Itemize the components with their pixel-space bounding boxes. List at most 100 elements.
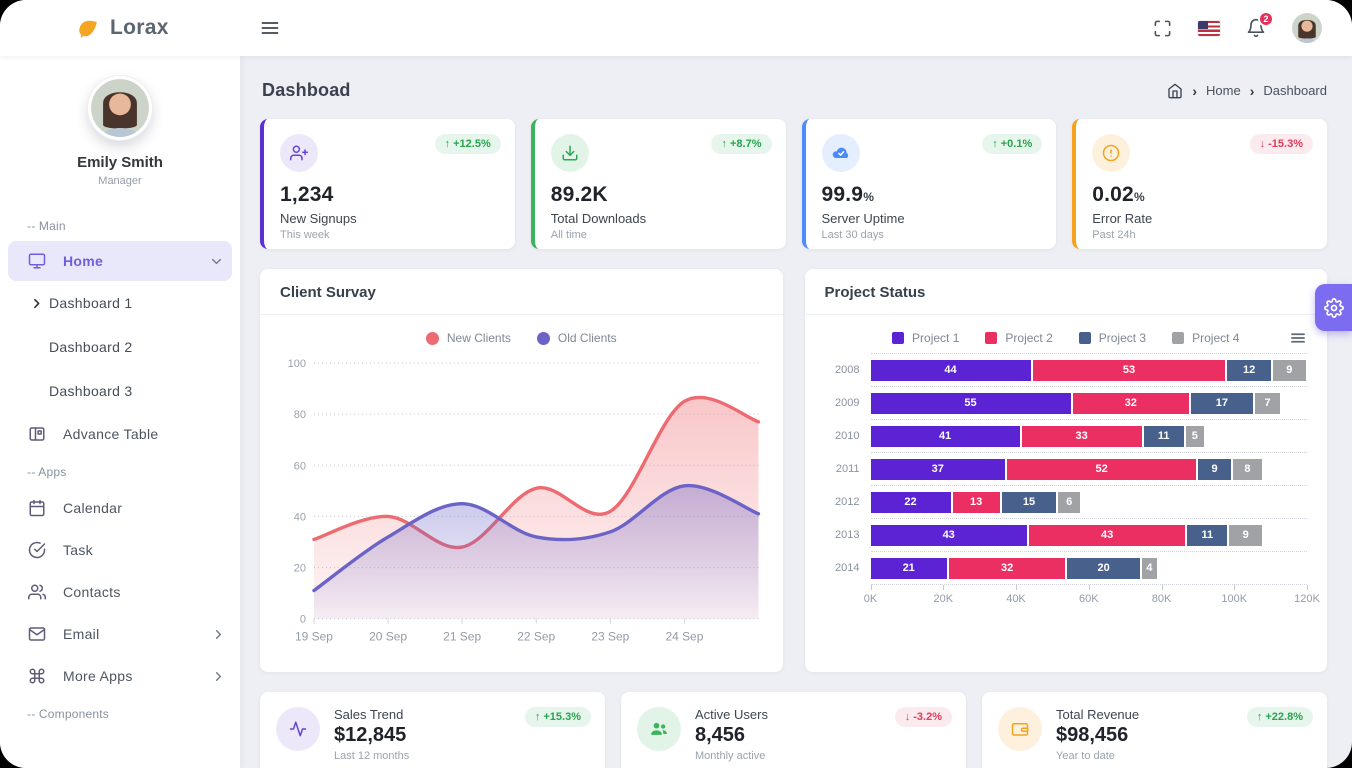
kpi-value: $12,845 <box>334 723 407 746</box>
sidebar-item-label: Task <box>63 542 93 558</box>
sidebar-item-task[interactable]: Task <box>0 529 240 571</box>
bar-segment[interactable]: 53 <box>1032 359 1226 381</box>
bar-segment[interactable]: 11 <box>1143 425 1184 447</box>
profile-avatar[interactable] <box>88 76 152 140</box>
kpi-delta-badge: ↑ +22.8% <box>1246 706 1313 727</box>
breadcrumb-home[interactable]: Home <box>1206 83 1241 98</box>
bar-segment[interactable]: 9 <box>1273 359 1306 381</box>
notifications-button[interactable]: 2 <box>1246 11 1274 38</box>
stat-sublabel: This week <box>280 229 330 241</box>
settings-fab-button[interactable] <box>1315 284 1352 331</box>
stat-label: New Signups <box>280 211 357 226</box>
brand-name: Lorax <box>110 16 169 39</box>
stat-delta-badge: ↑ +8.7% <box>711 134 772 154</box>
active-arrow-icon <box>30 297 49 310</box>
bar-segment[interactable]: 52 <box>1007 458 1197 480</box>
client-survey-chart[interactable]: 0 20 40 60 80 100 19 Sep 20 Sep 21 Sep 22 Sep 23 S… <box>280 353 763 658</box>
client-survey-legend: New Clients Old Clients <box>280 331 763 345</box>
sidebar-item-advance-table[interactable]: Advance Table <box>0 413 240 455</box>
bar-row-label: 2014 <box>835 561 860 574</box>
language-flag-button[interactable] <box>1198 20 1220 36</box>
project-status-chart[interactable]: 2008 44 53 12 9 2009 55 32 17 7 2010 41 33 11 5 2011 37 5… <box>825 353 1307 584</box>
bar-row-label: 2013 <box>835 528 860 541</box>
kpi-card-active-users: Active Users 8,456 Monthly active ↓ -3.2% <box>621 691 966 768</box>
bar-segment[interactable]: 37 <box>870 458 1006 480</box>
stat-delta-badge: ↓ -15.3% <box>1249 134 1313 154</box>
bar-segment[interactable]: 33 <box>1021 425 1142 447</box>
sidebar-subitem-dashboard-3[interactable]: Dashboard 3 <box>0 369 240 413</box>
legend-square <box>1078 332 1091 344</box>
notification-count-badge: 2 <box>1258 11 1274 27</box>
bar-row-2010: 2010 41 33 11 5 <box>825 419 1307 452</box>
bar-segment[interactable]: 12 <box>1227 359 1271 381</box>
leaf-logo-icon <box>74 15 100 41</box>
legend-label: Old Clients <box>557 331 617 345</box>
bar-segment[interactable]: 22 <box>870 491 951 513</box>
stat-label: Total Downloads <box>550 211 647 226</box>
bar-segment[interactable]: 43 <box>870 524 1027 546</box>
bar-segment[interactable]: 6 <box>1058 491 1081 513</box>
legend-item[interactable]: Project 1 <box>892 331 959 345</box>
bar-segment[interactable]: 11 <box>1187 524 1228 546</box>
brand[interactable]: Lorax <box>0 15 240 41</box>
bar-segment[interactable]: 9 <box>1229 524 1263 546</box>
monitor-icon <box>28 252 48 270</box>
home-icon[interactable] <box>1167 83 1183 99</box>
stat-delta-badge: ↑ +0.1% <box>982 134 1043 154</box>
sidebar-item-email[interactable]: Email <box>0 613 240 655</box>
user-avatar-button[interactable] <box>1292 13 1322 43</box>
bar-segment[interactable]: 20 <box>1067 557 1141 579</box>
bar-segment[interactable]: 44 <box>870 359 1031 381</box>
legend-item[interactable]: New Clients <box>425 331 511 345</box>
kpi-title: Sales Trend <box>334 706 404 722</box>
sidebar-item-label: More Apps <box>63 668 133 684</box>
stat-label: Error Rate <box>1092 211 1153 226</box>
nav-section-label: -- Components <box>27 707 109 721</box>
sidebar-subitem-label: Dashboard 3 <box>49 383 133 399</box>
bar-segment[interactable]: 7 <box>1254 392 1281 414</box>
bar-segment[interactable]: 15 <box>1001 491 1057 513</box>
sidebar-subitem-dashboard-1[interactable]: Dashboard 1 <box>0 281 240 325</box>
kpi-title: Total Revenue <box>1056 706 1140 722</box>
bar-row-label: 2011 <box>835 462 860 475</box>
bar-segment[interactable]: 32 <box>948 557 1066 579</box>
stat-sublabel: Past 24h <box>1092 229 1136 241</box>
bar-segment[interactable]: 13 <box>952 491 1000 513</box>
kpi-sublabel: Last 12 months <box>334 749 410 762</box>
bar-row-2014: 2014 21 32 20 4 <box>825 551 1307 584</box>
legend-item[interactable]: Project 4 <box>1172 331 1239 345</box>
bar-segment[interactable]: 32 <box>1072 392 1189 414</box>
sidebar-item-calendar[interactable]: Calendar <box>0 487 240 529</box>
bar-segment[interactable]: 4 <box>1142 557 1157 579</box>
bar-segment[interactable]: 21 <box>870 557 947 579</box>
client-survey-card: Client Survay New Clients Old Clients 0 20… <box>260 269 783 672</box>
kpi-card-sales-trend: Sales Trend $12,845 Last 12 months ↑ +15.3% <box>260 691 605 768</box>
legend-label: Project 4 <box>1192 331 1240 345</box>
bar-segment[interactable]: 5 <box>1185 425 1204 447</box>
bar-segment[interactable]: 43 <box>1028 524 1186 546</box>
svg-text:20: 20 <box>294 563 306 575</box>
kpi-sublabel: Monthly active <box>695 749 766 762</box>
legend-item[interactable]: Old Clients <box>536 331 617 345</box>
bar-segment[interactable]: 17 <box>1190 392 1253 414</box>
legend-dot <box>425 331 439 345</box>
menu-toggle-button[interactable] <box>260 18 280 38</box>
legend-item[interactable]: Project 2 <box>985 331 1053 345</box>
fullscreen-button[interactable] <box>1153 19 1172 38</box>
nav-section-label: -- Apps <box>27 465 67 479</box>
bar-segment[interactable]: 41 <box>870 425 1020 447</box>
sidebar-item-contacts[interactable]: Contacts <box>0 571 240 613</box>
sidebar-subitem-dashboard-2[interactable]: Dashboard 2 <box>0 325 240 369</box>
kpi-title: Active Users <box>695 706 768 722</box>
bar-segment[interactable]: 8 <box>1232 458 1263 480</box>
sidebar-item-more-apps[interactable]: More Apps <box>0 655 240 697</box>
chart-menu-icon[interactable] <box>1289 329 1307 350</box>
sidebar-item-home[interactable]: Home <box>8 241 232 281</box>
legend-item[interactable]: Project 3 <box>1078 331 1146 345</box>
bar-segment[interactable]: 9 <box>1198 458 1231 480</box>
breadcrumb-dashboard[interactable]: Dashboard <box>1263 83 1327 98</box>
stat-value: 89.2K <box>550 183 608 206</box>
stat-card-total-downloads: ↑ +8.7% 89.2K Total Downloads All time <box>530 119 786 249</box>
kpi-sublabel: Year to date <box>1056 749 1115 762</box>
bar-segment[interactable]: 55 <box>870 392 1071 414</box>
